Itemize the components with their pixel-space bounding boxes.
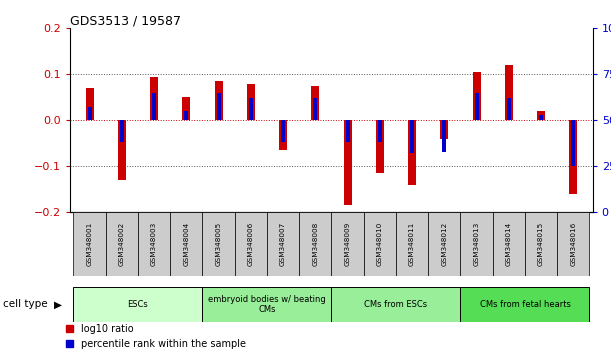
Text: GSM348013: GSM348013 <box>474 222 480 266</box>
Bar <box>492 212 525 276</box>
Bar <box>170 212 202 276</box>
Bar <box>214 81 222 120</box>
Text: ESCs: ESCs <box>128 300 148 309</box>
Text: GSM348007: GSM348007 <box>280 222 286 266</box>
Bar <box>312 86 320 120</box>
Bar <box>73 287 202 322</box>
Text: GSM348014: GSM348014 <box>506 222 512 266</box>
Bar <box>428 212 461 276</box>
Bar <box>346 120 349 142</box>
Bar <box>537 111 545 120</box>
Bar <box>410 120 414 154</box>
Bar <box>202 212 235 276</box>
Bar <box>525 212 557 276</box>
Bar <box>299 212 331 276</box>
Bar <box>279 120 287 150</box>
Bar <box>571 120 576 166</box>
Text: CMs from ESCs: CMs from ESCs <box>364 300 428 309</box>
Text: GSM348002: GSM348002 <box>119 222 125 266</box>
Bar <box>475 93 478 120</box>
Bar <box>249 98 253 120</box>
Legend: log10 ratio, percentile rank within the sample: log10 ratio, percentile rank within the … <box>66 324 246 349</box>
Text: GSM348004: GSM348004 <box>183 222 189 266</box>
Bar <box>86 88 93 120</box>
Bar <box>120 120 124 142</box>
Text: GSM348005: GSM348005 <box>216 222 222 266</box>
Bar <box>557 212 590 276</box>
Text: GSM348006: GSM348006 <box>248 222 254 266</box>
Bar <box>472 72 481 120</box>
Text: GSM348011: GSM348011 <box>409 222 415 266</box>
Bar <box>378 120 382 142</box>
Bar <box>343 120 351 205</box>
Text: GSM348001: GSM348001 <box>87 222 93 266</box>
Bar <box>235 212 267 276</box>
Bar <box>118 120 126 180</box>
Text: embryoid bodies w/ beating
CMs: embryoid bodies w/ beating CMs <box>208 295 326 314</box>
Bar <box>182 97 191 120</box>
Bar <box>281 120 285 142</box>
Text: GSM348008: GSM348008 <box>312 222 318 266</box>
Bar <box>442 120 446 152</box>
Text: GSM348012: GSM348012 <box>441 222 447 266</box>
Bar <box>217 93 221 120</box>
Bar <box>152 93 156 120</box>
Text: ▶: ▶ <box>54 299 62 309</box>
Bar <box>331 287 461 322</box>
Bar <box>331 212 364 276</box>
Text: GSM348003: GSM348003 <box>151 222 157 266</box>
Bar <box>185 111 188 120</box>
Bar <box>441 120 448 139</box>
Bar <box>106 212 138 276</box>
Bar <box>364 212 396 276</box>
Bar <box>73 212 106 276</box>
Bar <box>408 120 416 185</box>
Text: GSM348009: GSM348009 <box>345 222 351 266</box>
Text: GSM348010: GSM348010 <box>377 222 383 266</box>
Text: GSM348016: GSM348016 <box>570 222 576 266</box>
Bar <box>539 115 543 120</box>
Bar <box>569 120 577 194</box>
Text: GSM348015: GSM348015 <box>538 222 544 266</box>
Text: GDS3513 / 19587: GDS3513 / 19587 <box>70 14 181 27</box>
Bar <box>202 287 331 322</box>
Bar <box>461 287 590 322</box>
Bar <box>507 98 511 120</box>
Bar <box>461 212 492 276</box>
Bar <box>138 212 170 276</box>
Bar <box>88 108 92 120</box>
Text: CMs from fetal hearts: CMs from fetal hearts <box>480 300 571 309</box>
Bar <box>313 98 317 120</box>
Bar <box>150 77 158 120</box>
Text: cell type: cell type <box>3 299 48 309</box>
Bar <box>267 212 299 276</box>
Bar <box>505 65 513 120</box>
Bar <box>376 120 384 173</box>
Bar <box>247 84 255 120</box>
Bar <box>396 212 428 276</box>
